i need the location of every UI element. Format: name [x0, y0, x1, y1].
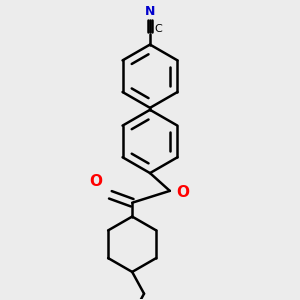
Text: O: O — [177, 185, 190, 200]
Text: O: O — [89, 174, 102, 189]
Text: N: N — [145, 5, 155, 18]
Text: C: C — [154, 24, 162, 34]
